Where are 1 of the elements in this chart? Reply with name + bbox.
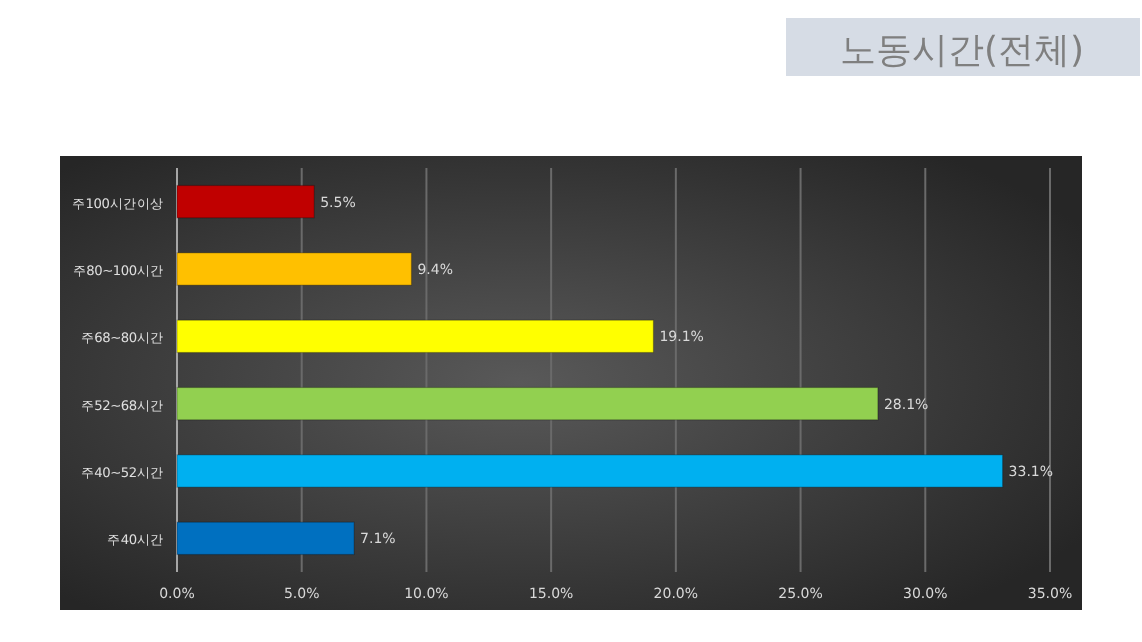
chart-title: 노동시간(전체): [839, 30, 1085, 72]
